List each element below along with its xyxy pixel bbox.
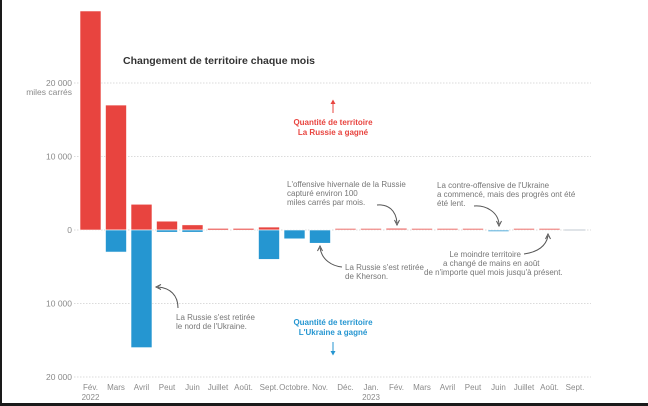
russia-gain-bar: [156, 220, 178, 231]
russia-legend-line2: La Russie a gagné: [298, 128, 369, 137]
x-tick-label: Mars: [413, 383, 431, 392]
russia-legend: Quantité de territoire La Russie a gagné: [293, 99, 373, 137]
russia-gain-bar: [130, 203, 153, 231]
annotation-text: L'offensive hivernale de la Russie: [287, 180, 406, 189]
annotation-text: de n'importe quel mois jusqu'à présent.: [424, 268, 563, 277]
curved-arrow-icon: [473, 205, 500, 225]
ukraine-gain-bar: [309, 229, 331, 244]
annotation-text: Le moindre territoire: [449, 250, 521, 259]
x-tick-label: Peut: [465, 383, 482, 392]
x-tick-year: 2022: [82, 393, 100, 402]
annotation-text: le nord de l'Ukraine.: [176, 322, 247, 331]
annotation-text: La Russie s'est retirée: [345, 263, 424, 272]
x-tick-label: Avril: [440, 383, 456, 392]
russia-legend-line1: Quantité de territoire: [293, 118, 373, 127]
x-tick-label: Juillet: [514, 383, 535, 392]
russia-gain-bar: [385, 227, 408, 231]
curved-arrow-icon: [523, 235, 549, 255]
russia-gain-bar: [462, 228, 484, 231]
x-tick-label: Sept.: [566, 383, 585, 392]
y-tick-label: 10 000: [46, 152, 72, 162]
annotation-text: de Kherson.: [345, 272, 388, 281]
annotation-text: capturé environ 100: [287, 189, 358, 198]
ukraine-gain-bar: [156, 229, 178, 233]
russia-gain-bar: [436, 228, 459, 231]
ukraine-gain-bar: [105, 229, 127, 253]
russia-gain-bar: [513, 228, 535, 231]
x-tick-label: Août.: [234, 383, 253, 392]
x-tick-label: Fév.: [83, 383, 98, 392]
curved-arrow-icon: [376, 204, 398, 224]
x-tick-label: Déc.: [337, 383, 353, 392]
curved-arrow-icon: [157, 286, 179, 309]
annotation-text: La contre-offensive de l'Ukraine: [437, 181, 550, 190]
annotation-text: a changé de mains en août: [443, 259, 540, 268]
x-tick-label: Peut: [159, 383, 176, 392]
down-arrow-head-icon: [330, 351, 336, 356]
x-tick-label: Juillet: [208, 383, 229, 392]
arrow-head-icon: [317, 244, 323, 252]
x-tick-label: Avril: [134, 383, 150, 392]
y-unit-label: miles carrés: [26, 87, 72, 97]
arrow-head-icon: [154, 284, 162, 290]
annotation-kherson: La Russie s'est retirée de Kherson.: [317, 244, 424, 281]
annotation-text: miles carrés par mois.: [287, 198, 365, 207]
y-tick-label: 20 000: [46, 372, 72, 382]
ukraine-gain-bar: [258, 229, 280, 260]
curved-arrow-icon: [319, 247, 343, 268]
chart-title: Changement de territoire chaque mois: [123, 55, 315, 67]
russia-gain-bar: [79, 10, 102, 231]
russia-gain-bar: [207, 228, 229, 231]
arrow-head-icon: [394, 219, 400, 227]
ukraine-legend-line1: Quantité de territoire: [293, 318, 373, 327]
arrow-head-icon: [545, 232, 551, 240]
x-tick-label: Nov.: [312, 383, 328, 392]
x-tick-label: Juin: [491, 383, 506, 392]
ukraine-gain-bar: [487, 229, 510, 232]
gridlines: [74, 82, 591, 378]
y-tick-label: 0: [67, 225, 72, 235]
russia-gain-bar: [538, 228, 561, 231]
arrow-head-icon: [496, 220, 502, 228]
ukraine-gain-bar: [283, 229, 306, 240]
x-tick-label: Juin: [185, 383, 200, 392]
bars: [79, 10, 586, 348]
russia-gain-bar: [181, 224, 204, 231]
annotation-text: a commencé, mais des progrès ont été: [437, 190, 576, 199]
russia-gain-bar: [105, 104, 127, 231]
ukraine-legend: Quantité de territoire L'Ukraine a gagné: [293, 318, 373, 356]
annotation-text: La Russie s'est retirée: [176, 313, 255, 322]
russia-gain-bar: [232, 228, 255, 231]
annotation-text: été lent.: [437, 199, 465, 208]
x-tick-label: Mars: [107, 383, 125, 392]
x-tick-label: Fév.: [389, 383, 404, 392]
x-tick-label: Jan.: [363, 383, 378, 392]
ukraine-gain-bar: [130, 229, 153, 348]
x-tick-year: 2023: [362, 393, 380, 402]
y-tick-label: 20 000: [46, 78, 72, 88]
annotation-least-territory: Le moindre territoire a changé de mains …: [424, 232, 563, 277]
x-tick-label: Octobre.: [279, 383, 310, 392]
russia-gain-bar: [258, 226, 280, 231]
russia-gain-bar: [360, 228, 382, 231]
annotation-kyiv: La Russie s'est retirée le nord de l'Ukr…: [154, 284, 255, 331]
y-tick-label: 10 000: [46, 299, 72, 309]
russia-gain-bar: [334, 228, 357, 231]
x-tick-label: Août.: [540, 383, 559, 392]
no-change-bar: [564, 229, 586, 231]
annotation-winter-offensive: L'offensive hivernale de la Russie captu…: [287, 180, 406, 227]
up-arrow-head-icon: [330, 99, 336, 104]
ukraine-gain-bar: [181, 229, 204, 233]
x-tick-label: Sept.: [260, 383, 279, 392]
russia-gain-bar: [411, 228, 433, 231]
ukraine-legend-line2: L'Ukraine a gagné: [299, 328, 368, 337]
annotation-counter-offensive: La contre-offensive de l'Ukraine a comme…: [437, 181, 576, 228]
